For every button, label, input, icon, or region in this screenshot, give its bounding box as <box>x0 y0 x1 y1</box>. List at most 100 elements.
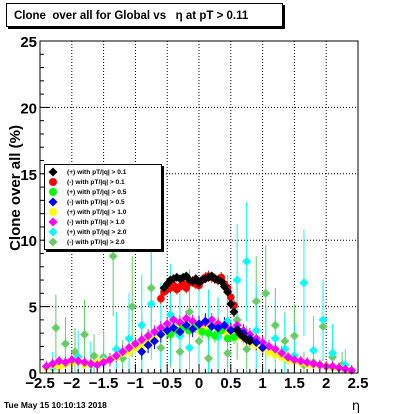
data-point <box>258 337 268 347</box>
legend-entry: (+) with pT/|q| > 0.1 <box>45 167 161 178</box>
data-point <box>105 355 115 365</box>
data-point <box>207 315 217 325</box>
x-tick-label: −2.5 <box>25 375 55 392</box>
legend-entry: (-) with pT/|q| > 0.5 <box>45 197 161 208</box>
data-point <box>99 357 109 367</box>
data-point <box>92 360 102 370</box>
data-point <box>318 315 328 325</box>
data-point <box>146 283 156 293</box>
legend-label: (+) with pT/|q| > 2.0 <box>67 229 127 236</box>
x-tick-label: −2 <box>63 375 80 392</box>
data-point <box>51 323 61 333</box>
data-point <box>258 343 268 353</box>
legend-label: (-) with pT/|q| > 0.1 <box>67 179 125 186</box>
x-tick-label: −1 <box>127 375 144 392</box>
data-point <box>137 320 147 330</box>
data-point <box>137 341 146 349</box>
data-points <box>41 251 357 375</box>
axes-ticks <box>39 40 359 374</box>
data-point <box>251 326 261 336</box>
legend-marker-icon <box>48 237 58 247</box>
data-point <box>188 324 198 334</box>
data-point <box>162 319 172 329</box>
data-point <box>207 322 217 332</box>
data-point <box>232 315 242 325</box>
chart-title: Clone over all for Global vs η at pT > 0… <box>6 3 283 27</box>
data-point <box>223 287 233 297</box>
data-point <box>149 336 159 346</box>
x-axis-label: η <box>352 399 360 414</box>
data-point <box>280 336 290 346</box>
data-point <box>302 357 312 367</box>
tick-labels: −2.5 −2 −1.5 −1 −0.5 0 0.5 1 1.5 2 2.5 0 5 10 15 20 25 <box>20 34 368 392</box>
legend-marker-icon <box>49 208 57 216</box>
x-tick-label: 0.5 <box>220 375 241 392</box>
data-point <box>48 359 58 369</box>
x-tick-label: 2.5 <box>348 375 369 392</box>
y-tick-label: 20 <box>20 100 37 117</box>
data-point <box>41 361 51 371</box>
legend: (+) with pT/|q| > 0.1 (-) with pT/|q| > 0… <box>44 164 162 250</box>
data-point <box>328 361 338 371</box>
data-point <box>219 320 229 330</box>
data-point <box>271 350 280 359</box>
data-point <box>80 357 90 367</box>
y-tick-label: 10 <box>20 233 37 250</box>
data-point <box>198 328 206 336</box>
data-point <box>80 329 90 339</box>
data-point <box>194 336 204 346</box>
data-point <box>137 335 147 345</box>
data-point <box>204 329 213 337</box>
data-point <box>232 275 242 285</box>
data-point <box>181 320 191 330</box>
data-point <box>227 293 235 302</box>
data-point <box>60 357 70 367</box>
data-point <box>289 331 299 341</box>
data-point <box>86 359 96 369</box>
data-point <box>55 362 63 371</box>
data-point <box>226 326 236 336</box>
data-point <box>270 333 280 343</box>
data-point <box>200 316 210 326</box>
legend-entry: (+) with pT/|q| > 1.0 <box>45 208 161 218</box>
y-tick-label: 0 <box>29 366 37 383</box>
x-tick-label: 2 <box>322 375 330 392</box>
legend-label: (-) with pT/|q| > 2.0 <box>67 239 125 246</box>
data-point <box>67 355 77 365</box>
legend-marker-icon <box>48 197 58 207</box>
legend-entry: (+) with pT/|q| > 2.0 <box>45 227 161 238</box>
data-point <box>89 351 99 361</box>
legend-label: (+) with pT/|q| > 1.0 <box>67 209 127 216</box>
data-point <box>242 344 252 354</box>
data-point <box>162 326 172 336</box>
data-point <box>73 356 83 366</box>
data-point <box>124 343 134 353</box>
data-point <box>265 347 273 356</box>
data-point <box>315 360 325 370</box>
legend-label: (+) with pT/|q| > 0.1 <box>67 169 127 176</box>
data-point <box>175 347 185 357</box>
data-point <box>264 341 274 351</box>
x-tick-label: 1.5 <box>284 375 305 392</box>
timestamp-footer: Tue May 15 10:10:13 2018 <box>4 400 107 410</box>
data-point <box>146 299 156 309</box>
legend-marker-icon <box>49 188 57 196</box>
data-point <box>108 251 118 261</box>
data-point <box>318 322 328 332</box>
y-tick-label: 25 <box>20 34 37 51</box>
data-point <box>245 336 255 346</box>
data-point <box>229 307 239 317</box>
data-point <box>289 355 299 365</box>
data-point <box>137 347 147 357</box>
legend-marker-icon <box>49 178 57 186</box>
data-point <box>124 333 134 343</box>
data-point <box>184 343 194 353</box>
data-point <box>194 319 204 329</box>
data-point <box>204 353 214 363</box>
data-point <box>261 288 271 298</box>
data-point <box>230 333 238 341</box>
data-point <box>118 347 128 357</box>
data-point <box>223 348 233 358</box>
data-point <box>149 327 159 337</box>
